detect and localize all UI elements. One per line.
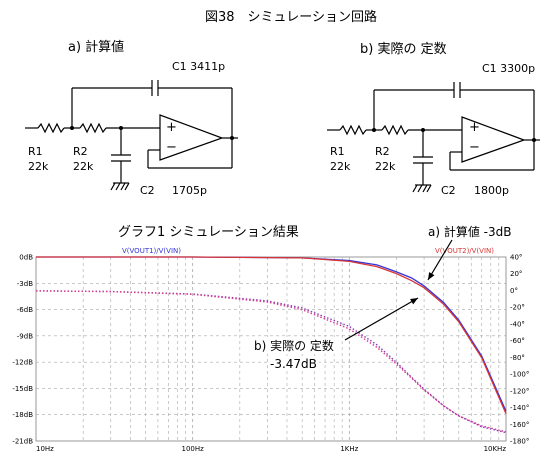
circuit-a-ground-icon: [110, 182, 130, 191]
circuit-b-r2-resistor: [381, 124, 409, 136]
circuit-b-plus-sign: +: [469, 120, 480, 135]
legend-series-b: V(VOUT2)/V(VIN): [435, 247, 494, 255]
graph-title: グラフ1 シミュレーション結果: [118, 225, 299, 240]
circuit-b-label: b) 実際の 定数: [360, 42, 447, 57]
circuit-b-c2-value: 1800p: [474, 184, 509, 197]
circuit-b-c2-name: C2: [441, 184, 456, 197]
circuit-a-label: a) 計算値: [68, 40, 125, 55]
circuit-b-r2-name: R2: [375, 145, 390, 158]
circuit-b-r2-value: 22k: [375, 160, 396, 173]
right-tick-label: -20°: [510, 304, 525, 312]
circuit-b-r1-resistor: [339, 124, 367, 136]
right-tick-label: -40°: [510, 320, 525, 328]
circuit-a-c2-name: C2: [140, 184, 155, 197]
circuit-b-r1-name: R1: [330, 145, 345, 158]
left-tick-label: -15dB: [12, 385, 33, 393]
circuit-a-plus-sign: +: [166, 120, 177, 135]
circuit-a-r2-value: 22k: [73, 160, 94, 173]
circuit-a-schematic: [25, 80, 238, 191]
left-tick-label: -12dB: [12, 359, 33, 367]
series-vout2-phase: [35, 290, 507, 433]
circuit-a-r1-resistor: [37, 122, 65, 134]
circuit-b-c1-label: C1 3300p: [482, 62, 536, 75]
circuit-b-opamp: [461, 116, 526, 163]
circuit-a-r2-resistor: [79, 122, 107, 134]
right-tick-label: 40°: [510, 254, 522, 262]
circuit-b-r1-value: 22k: [330, 160, 351, 173]
circuit-a-c1-label: C1 3411p: [172, 60, 226, 73]
circuit-b-schematic: [327, 82, 540, 193]
figure-title: 図38 シミュレーション回路: [205, 10, 378, 25]
circuit-a-opamp: [159, 114, 224, 161]
x-tick-label: 100Hz: [182, 445, 205, 453]
circuit-a-minus-sign: −: [166, 140, 177, 155]
annotation-a-arrow: [427, 239, 453, 281]
right-tick-label: -60°: [510, 337, 525, 345]
annotation-a-arrow-head: [428, 272, 435, 280]
x-tick-label: 10Hz: [36, 445, 54, 453]
annotation-b-arrow: [344, 297, 419, 341]
right-tick-label: 0°: [510, 287, 518, 295]
annotation-b-arrow-head: [410, 298, 418, 305]
right-tick-label: -140°: [510, 404, 529, 412]
annotation-b-line2: -3.47dB: [268, 357, 319, 371]
circuit-a-r1-name: R1: [28, 145, 43, 158]
left-tick-label: -6dB: [17, 306, 33, 314]
circuit-a-c2-value: 1705p: [172, 184, 207, 197]
right-tick-label: 20°: [510, 270, 522, 278]
left-tick-label: -21dB: [12, 438, 33, 446]
right-tick-label: -160°: [510, 421, 529, 429]
right-tick-label: -180°: [510, 438, 529, 446]
circuit-b-ground-icon: [412, 184, 432, 193]
circuit-a-r2-name: R2: [73, 145, 88, 158]
annotation-a: a) 計算値 -3dB: [428, 225, 512, 239]
left-tick-label: 0dB: [19, 254, 33, 262]
x-tick-label: 10KHz: [484, 445, 507, 453]
series-vout2-magnitude: [36, 256, 507, 415]
right-tick-label: -120°: [510, 387, 529, 395]
left-tick-label: -3dB: [17, 280, 33, 288]
circuit-a-r1-value: 22k: [28, 160, 49, 173]
circuit-b-minus-sign: −: [469, 140, 480, 155]
left-tick-label: -18dB: [12, 411, 33, 419]
right-tick-label: -100°: [510, 371, 529, 379]
annotation-b-line1: b) 実際の 定数: [252, 337, 336, 354]
left-tick-label: -9dB: [17, 332, 33, 340]
x-tick-label: 1KHz: [340, 445, 358, 453]
right-tick-label: -80°: [510, 354, 525, 362]
legend-series-a: V(VOUT1)/V(VIN): [122, 247, 181, 255]
